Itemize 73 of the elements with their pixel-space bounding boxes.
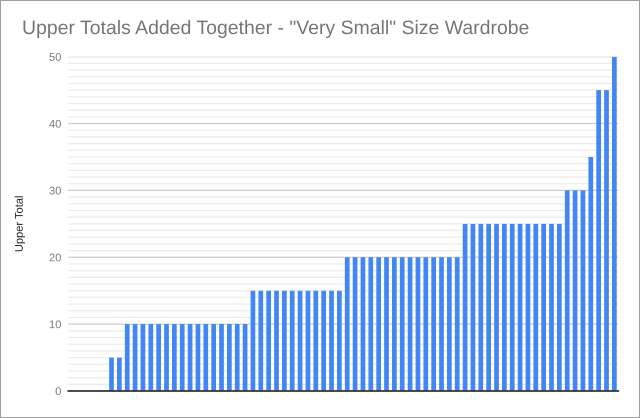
bar <box>344 257 350 391</box>
bar <box>416 257 420 391</box>
bar <box>392 257 397 391</box>
bar <box>360 257 366 391</box>
bar <box>227 324 232 391</box>
bar <box>526 224 530 391</box>
y-tick-label: 10 <box>50 320 61 328</box>
bar <box>580 190 586 391</box>
bar <box>148 324 154 391</box>
bar <box>140 324 146 391</box>
bar <box>172 324 177 391</box>
bar <box>337 290 342 391</box>
bar <box>502 224 507 391</box>
bar <box>219 324 224 391</box>
bar <box>306 290 310 391</box>
bar <box>486 224 492 391</box>
bar <box>612 56 617 391</box>
bar <box>258 290 264 391</box>
bar <box>454 257 460 391</box>
bar <box>203 324 208 391</box>
bar <box>510 224 515 391</box>
bar <box>376 257 382 391</box>
chart-title: Upper Totals Added Together - "Very Small" Size Wardrobe <box>24 20 529 38</box>
bar <box>596 90 602 391</box>
bar <box>588 156 594 391</box>
bar <box>408 257 412 391</box>
y-axis-title: Upper Total <box>14 196 25 252</box>
bar <box>188 324 192 391</box>
bar <box>478 224 484 391</box>
bar <box>431 257 436 391</box>
bar <box>549 224 554 391</box>
bar <box>124 324 130 391</box>
bar <box>352 257 358 391</box>
bar <box>321 290 326 391</box>
bar <box>250 290 256 391</box>
y-tick-label: 0 <box>56 387 61 396</box>
bar <box>494 224 499 391</box>
bar <box>384 257 389 391</box>
bar <box>368 257 374 391</box>
bar <box>242 324 248 391</box>
bar <box>298 290 302 391</box>
bar <box>557 224 562 391</box>
bar <box>604 90 609 391</box>
bar <box>274 290 279 391</box>
bar <box>564 190 570 391</box>
y-tick-label: 20 <box>50 254 61 262</box>
bar <box>266 290 272 391</box>
bar <box>400 257 405 391</box>
bar <box>541 224 546 391</box>
bar <box>290 290 295 391</box>
bar <box>282 290 287 391</box>
bar <box>462 224 468 391</box>
bar <box>117 358 122 391</box>
bar <box>423 257 428 391</box>
bar <box>313 290 318 391</box>
y-tick-label: 50 <box>49 52 61 61</box>
bar <box>180 324 185 391</box>
bar <box>132 324 138 391</box>
bar <box>109 358 114 391</box>
bar <box>447 257 452 391</box>
bar <box>470 224 476 391</box>
y-tick-label: 40 <box>49 120 61 128</box>
bar <box>439 257 444 391</box>
bar <box>518 224 522 391</box>
bar <box>211 324 216 391</box>
bar <box>234 324 240 391</box>
bar <box>572 190 578 391</box>
bar <box>156 324 162 391</box>
y-tick-label: 30 <box>49 186 61 195</box>
bar <box>533 224 538 391</box>
bar <box>196 324 200 391</box>
bar <box>329 290 334 391</box>
bar <box>164 324 169 391</box>
